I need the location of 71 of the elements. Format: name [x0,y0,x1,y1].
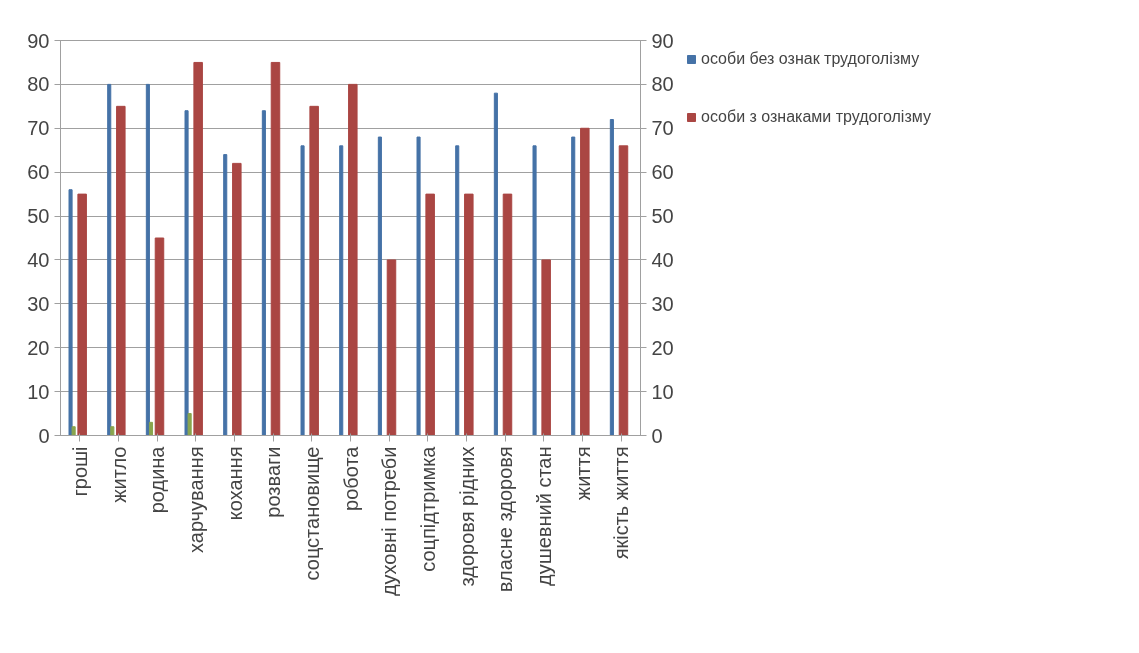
bar [107,83,112,436]
legend-label: особи з ознаками трудоголізму [701,108,931,126]
y-tick-label: 30 [27,292,50,315]
y-tick-label: 80 [27,73,50,96]
bar [455,145,460,436]
y2-tick-label: 10 [651,380,674,403]
y-tick-label: 10 [27,380,50,403]
y2-tick-label: 50 [651,205,674,228]
x-tick-label: здоровя рідних [455,446,478,587]
x-tick-label: власне здоровя [494,446,517,593]
x-tick-label: родина [146,445,169,514]
bar [580,127,590,436]
y2-tick-label: 20 [651,336,674,359]
bar [541,259,551,436]
y-tick-label: 90 [27,29,50,52]
bar [493,92,498,436]
y2-tick-label: 40 [651,248,674,271]
y2-tick-label: 90 [651,29,674,52]
x-tick-label: житло [107,446,130,503]
bar [223,154,228,436]
bar [618,145,629,436]
bar [532,145,537,436]
bar [309,105,319,436]
y2-tick-label: 70 [651,117,674,140]
x-tick-label: соцстановище [300,446,323,581]
bar [71,426,76,436]
bar [571,136,576,436]
bar [416,136,421,436]
bar [339,145,344,436]
bar [68,189,73,436]
bar [232,162,242,436]
x-tick-label: соцпідтримка [416,445,439,572]
x-tick-label: якість життя [610,446,633,560]
bar [187,413,192,436]
y-tick-label: 40 [27,248,50,271]
y2-tick-label: 0 [651,424,663,447]
bar [154,237,165,436]
x-tick-label: життя [571,446,594,501]
bar [464,193,474,436]
y-tick-label: 50 [27,205,50,228]
x-tick-label: розваги [262,446,285,518]
y2-tick-label: 80 [651,73,674,96]
bar [377,136,382,436]
bar [77,193,87,436]
bar [145,83,150,436]
bar [116,105,126,436]
bar [609,119,614,436]
bar [348,83,358,436]
y-tick-label: 0 [38,424,50,447]
x-tick-label: гроші [68,446,91,497]
x-tick-label: духовні потреби [378,446,401,597]
bar [261,110,266,436]
bar [184,110,189,436]
x-tick-label: робота [339,445,362,511]
bar [425,193,435,436]
y-tick-label: 60 [27,161,50,184]
bar [502,193,513,436]
bar [193,61,203,436]
bar [148,421,154,436]
legend-label: особи без ознак трудоголізму [701,50,920,68]
y2-tick-label: 60 [651,161,674,184]
y-tick-label: 20 [27,336,50,359]
bar [110,426,115,436]
y-tick-label: 70 [27,117,50,140]
y2-tick-label: 30 [651,292,674,315]
x-tick-label: кохання [223,446,246,521]
x-tick-label: харчування [184,446,207,553]
bar [300,145,305,436]
x-tick-label: душевний стан [532,446,555,587]
bar [270,61,281,436]
bar [386,259,397,436]
